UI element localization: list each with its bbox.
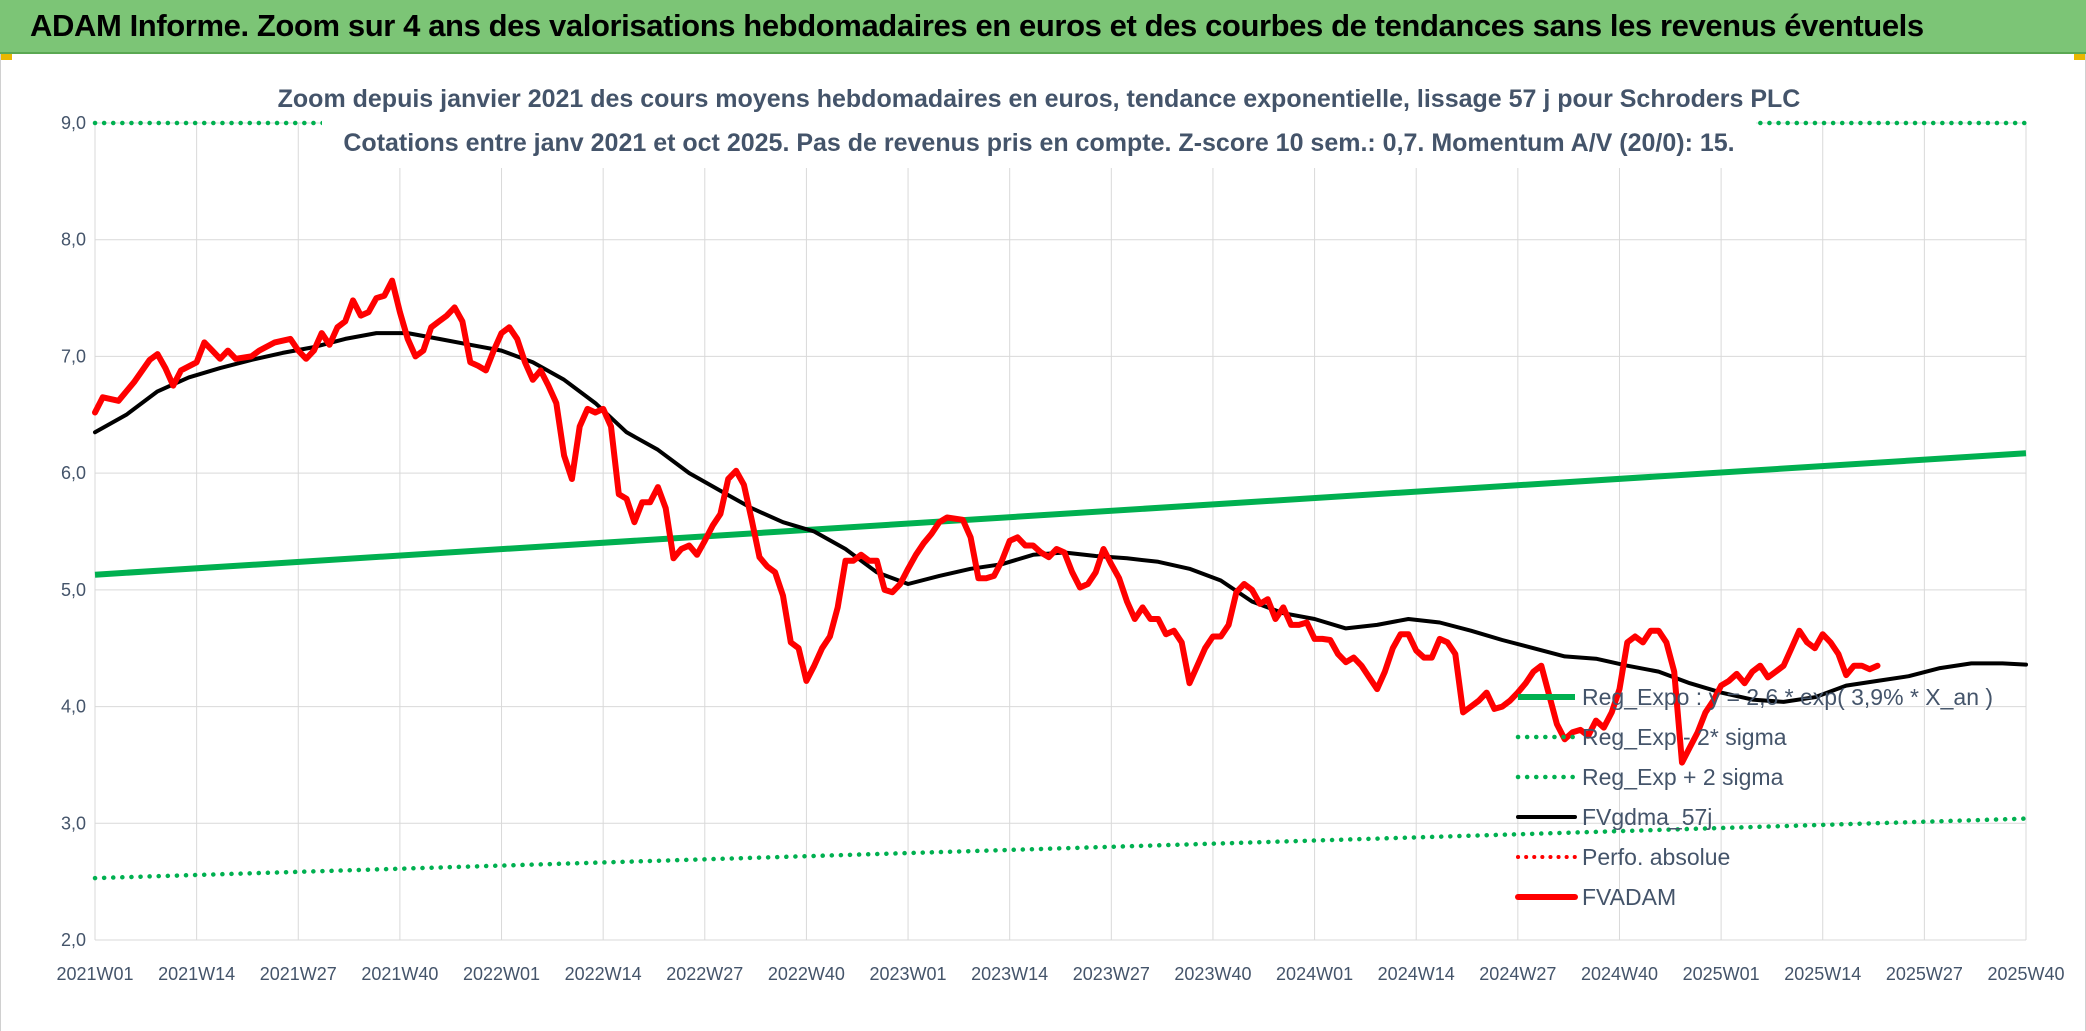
x-tick-label: 2024W40 <box>1581 964 1658 984</box>
x-tick-label: 2022W01 <box>463 964 540 984</box>
x-tick-label: 2025W14 <box>1784 964 1861 984</box>
y-tick-label: 8,0 <box>61 230 86 250</box>
legend-entry: Reg_Expo : y = 2,6 * exp( 3,9% * X_an ) <box>1582 684 1993 710</box>
legend-entry: FVgdma_57j <box>1582 804 1712 830</box>
x-tick-label: 2021W01 <box>56 964 133 984</box>
chart-title-line-1: Zoom depuis janvier 2021 des cours moyen… <box>278 85 1801 113</box>
legend-entry: Reg_Exp + 2 sigma <box>1582 764 1784 790</box>
series-line-3 <box>93 331 2028 704</box>
x-tick-label: 2024W14 <box>1378 964 1455 984</box>
x-tick-label: 2025W27 <box>1886 964 1963 984</box>
x-tick-label: 2022W27 <box>666 964 743 984</box>
x-tick-label: 2025W40 <box>1987 964 2064 984</box>
chart-legend: Reg_Expo : y = 2,6 * exp( 3,9% * X_an ) R… <box>1515 684 1993 910</box>
y-tick-label: 4,0 <box>61 697 86 717</box>
x-axis: 2021W01 2021W14 2021W27 2021W40 2022W01 2022W… <box>56 964 2064 984</box>
x-tick-label: 2022W14 <box>565 964 642 984</box>
corner-marker <box>2074 54 2086 60</box>
x-tick-label: 2021W40 <box>361 964 438 984</box>
series-line-0 <box>94 450 2027 578</box>
series-line-1 <box>92 816 2029 881</box>
title-backdrop <box>322 76 1756 168</box>
y-tick-label: 7,0 <box>61 346 86 366</box>
y-tick-label: 5,0 <box>61 580 86 600</box>
chart-grid <box>94 122 2027 941</box>
x-tick-label: 2021W14 <box>158 964 235 984</box>
series-line-5 <box>92 277 1881 766</box>
legend-entry: Perfo. absolue <box>1582 844 1730 870</box>
legend-entry: FVADAM <box>1582 884 1676 910</box>
y-tick-label: 6,0 <box>61 463 86 483</box>
x-tick-label: 2021W27 <box>260 964 337 984</box>
report-title: ADAM Informe. Zoom sur 4 ans des valoris… <box>30 8 1924 43</box>
y-tick-label: 3,0 <box>61 813 86 833</box>
x-tick-label: 2023W14 <box>971 964 1048 984</box>
report-banner: ADAM Informe. Zoom sur 4 ans des valoris… <box>0 0 2086 54</box>
corner-marker <box>0 54 12 60</box>
x-tick-label: 2023W27 <box>1073 964 1150 984</box>
x-tick-label: 2025W01 <box>1683 964 1760 984</box>
x-tick-label: 2023W40 <box>1174 964 1251 984</box>
legend-entry: Reg_Exp - 2* sigma <box>1582 724 1787 750</box>
x-tick-label: 2024W01 <box>1276 964 1353 984</box>
x-tick-label: 2023W01 <box>870 964 947 984</box>
x-tick-label: 2024W27 <box>1479 964 1556 984</box>
x-tick-label: 2022W40 <box>768 964 845 984</box>
y-tick-label: 9,0 <box>61 113 86 133</box>
chart-title-line-2: Cotations entre janv 2021 et oct 2025. P… <box>343 129 1734 157</box>
y-axis: 2,0 3,0 4,0 5,0 6,0 7,0 8,0 9,0 <box>61 113 86 950</box>
y-tick-label: 2,0 <box>61 930 86 950</box>
